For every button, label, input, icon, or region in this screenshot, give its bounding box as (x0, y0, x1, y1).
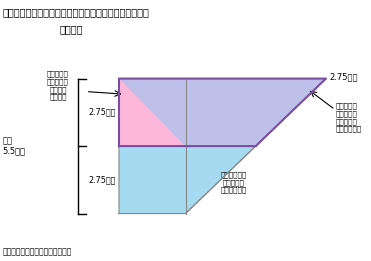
Text: 図表４　見直し案に沿った確定拠出年金の拠出限度額の: 図表４ 見直し案に沿った確定拠出年金の拠出限度額の (3, 7, 150, 17)
Text: 見直し後に
拠出可能に
なる部分
（桃色）: 見直し後に 拠出可能に なる部分 （桃色） (47, 71, 69, 100)
Polygon shape (119, 79, 326, 146)
Text: （確定給付型
企業年金の
仮想掛金額）: （確定給付型 企業年金の 仮想掛金額） (220, 171, 247, 193)
Polygon shape (119, 79, 326, 213)
Text: イメージ: イメージ (60, 24, 83, 34)
Text: 見直し後は
拠出不可能
になる部分
（紫の枠内）: 見直し後は 拠出不可能 になる部分 （紫の枠内） (335, 103, 361, 132)
Polygon shape (119, 79, 186, 146)
Text: 2.75万円: 2.75万円 (88, 175, 115, 184)
Text: 合計
5.5万円: 合計 5.5万円 (3, 137, 26, 156)
Text: 2.75万円: 2.75万円 (88, 108, 115, 117)
Text: 2.75万円: 2.75万円 (330, 73, 358, 82)
Text: 注１：薄紫色の部分が現行制度。: 注１：薄紫色の部分が現行制度。 (3, 247, 72, 256)
